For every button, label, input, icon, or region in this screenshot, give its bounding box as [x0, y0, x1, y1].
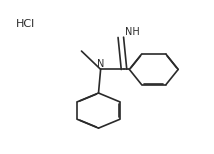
Text: NH: NH	[125, 26, 139, 36]
Text: HCl: HCl	[16, 19, 35, 29]
Text: N: N	[97, 59, 104, 69]
